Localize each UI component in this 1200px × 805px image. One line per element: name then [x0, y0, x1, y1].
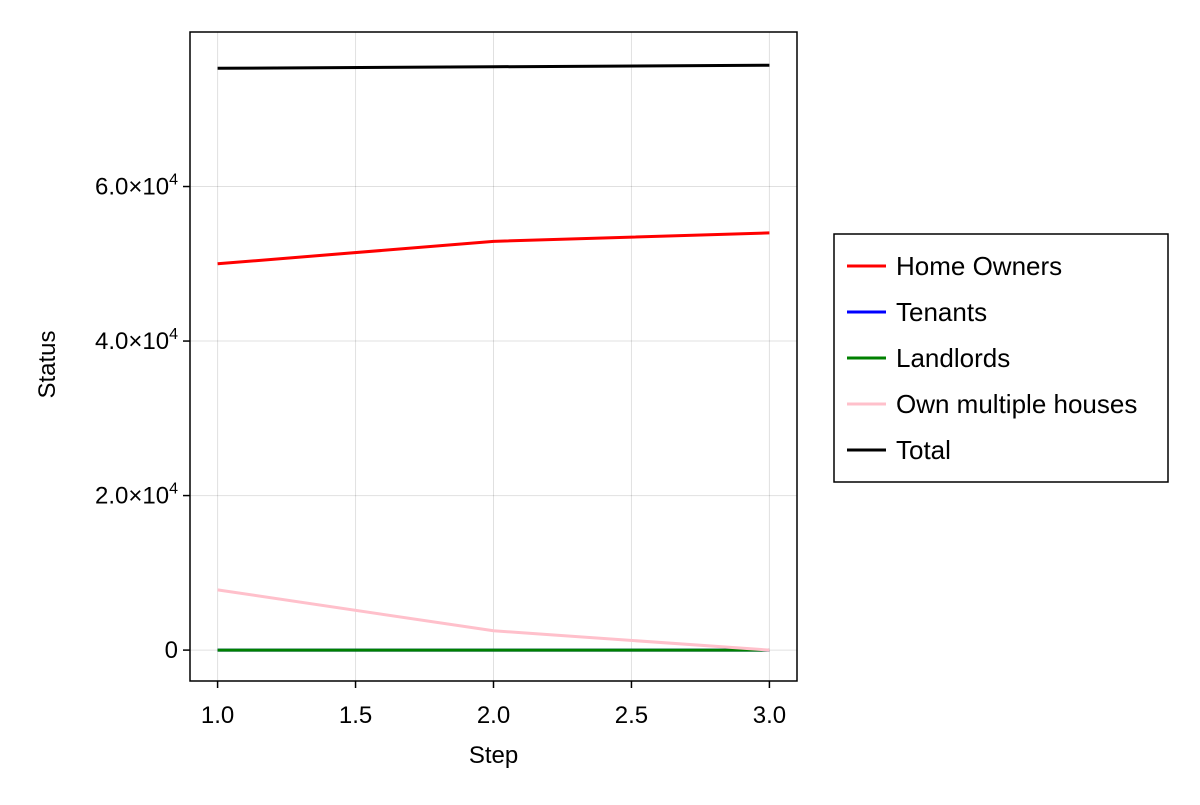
y-tick-label: 6.0×104 — [95, 172, 178, 201]
grid — [190, 32, 797, 681]
series-line-total — [217, 63, 770, 70]
legend-label-own-multiple-houses: Own multiple houses — [896, 389, 1137, 419]
y-tick-label: 4.0×104 — [95, 326, 178, 355]
legend-label-total: Total — [896, 435, 951, 465]
series-line-home-owners — [217, 231, 770, 266]
legend-box — [833, 233, 1169, 483]
x-tick-label: 1.5 — [339, 702, 372, 729]
legend-label-home-owners: Home Owners — [896, 251, 1062, 281]
series-line-own-multiple-houses — [217, 588, 770, 652]
y-axis-ticks: 0 2.0×104 4.0×104 6.0×104 — [95, 172, 190, 664]
x-axis-title: Step — [469, 742, 518, 769]
y-tick-label: 0 — [165, 637, 178, 664]
x-tick-label: 3.0 — [753, 702, 786, 729]
legend: Home Owners Tenants Landlords Own multiple … — [833, 233, 1169, 483]
x-tick-label: 2.0 — [477, 702, 510, 729]
x-tick-label: 1.0 — [201, 702, 234, 729]
x-axis-ticks: 1.0 1.5 2.0 2.5 3.0 — [201, 681, 786, 729]
y-axis-title: Status — [34, 330, 61, 398]
series-lines — [217, 63, 770, 652]
legend-label-landlords: Landlords — [896, 343, 1010, 373]
legend-label-tenants: Tenants — [896, 297, 987, 327]
x-tick-label: 2.5 — [615, 702, 648, 729]
y-tick-label: 2.0×104 — [95, 481, 178, 510]
